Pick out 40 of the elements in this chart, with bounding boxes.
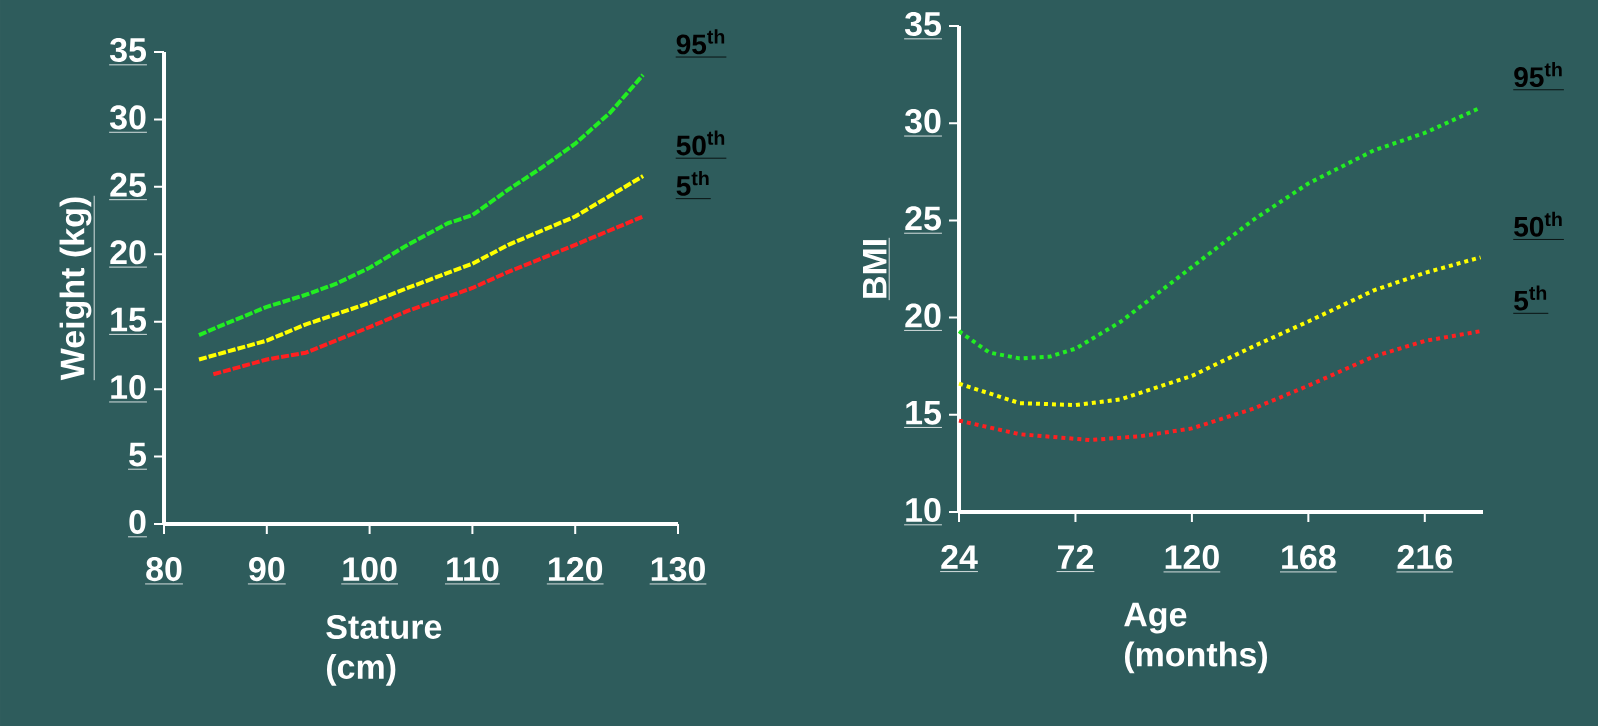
line-series	[196, 72, 646, 338]
y-tick-label: 25	[905, 206, 941, 231]
series-label: 50$^{th}$	[676, 130, 725, 156]
x-tick-label: 168	[1282, 545, 1336, 570]
line-series	[196, 174, 646, 362]
y-tick-label: 35	[904, 11, 941, 37]
y-axis-title: BMI	[863, 240, 887, 298]
x-tick-label: 216	[1397, 545, 1452, 570]
x-tick-label: 72	[1058, 545, 1093, 569]
line-series	[957, 255, 1483, 408]
series-label: 95$^{th}$	[676, 29, 725, 55]
y-tick-label: 30	[904, 109, 941, 134]
y-tick-label: 10	[906, 497, 941, 523]
y-tick-label: 20	[905, 303, 941, 328]
y-tick-label: 35	[109, 37, 147, 63]
y-tick-label: 15	[906, 400, 941, 425]
x-tick-label: 24	[941, 545, 978, 569]
x-tick-label: 90	[249, 557, 285, 582]
y-tick-label: 5	[129, 442, 147, 467]
x-tick-label: 130	[651, 557, 705, 582]
series-label: 95$^{th}$	[1514, 62, 1562, 87]
x-tick-label: 110	[447, 557, 499, 582]
series-label: 5$^{th}$	[676, 170, 709, 196]
x-axis-title: Stature (cm)	[326, 614, 442, 686]
series-label: 5$^{th}$	[1514, 285, 1547, 311]
x-tick-label: 100	[343, 557, 397, 582]
x-tick-label: 80	[146, 557, 182, 582]
y-axis-title: Weight (kg)	[59, 197, 92, 381]
y-tick-label: 10	[111, 375, 146, 400]
line-series	[211, 214, 646, 377]
line-series	[957, 329, 1483, 443]
y-tick-label: 0	[129, 509, 146, 535]
y-tick-label: 15	[111, 307, 147, 332]
y-tick-label: 20	[110, 240, 146, 265]
x-axis-title: Age (months)	[1124, 602, 1267, 674]
y-tick-label: 25	[110, 172, 147, 197]
x-tick-label: 120	[1165, 545, 1219, 570]
series-label: 50$^{th}$	[1514, 211, 1562, 237]
x-tick-label: 120	[548, 557, 603, 582]
y-tick-label: 30	[109, 105, 146, 130]
